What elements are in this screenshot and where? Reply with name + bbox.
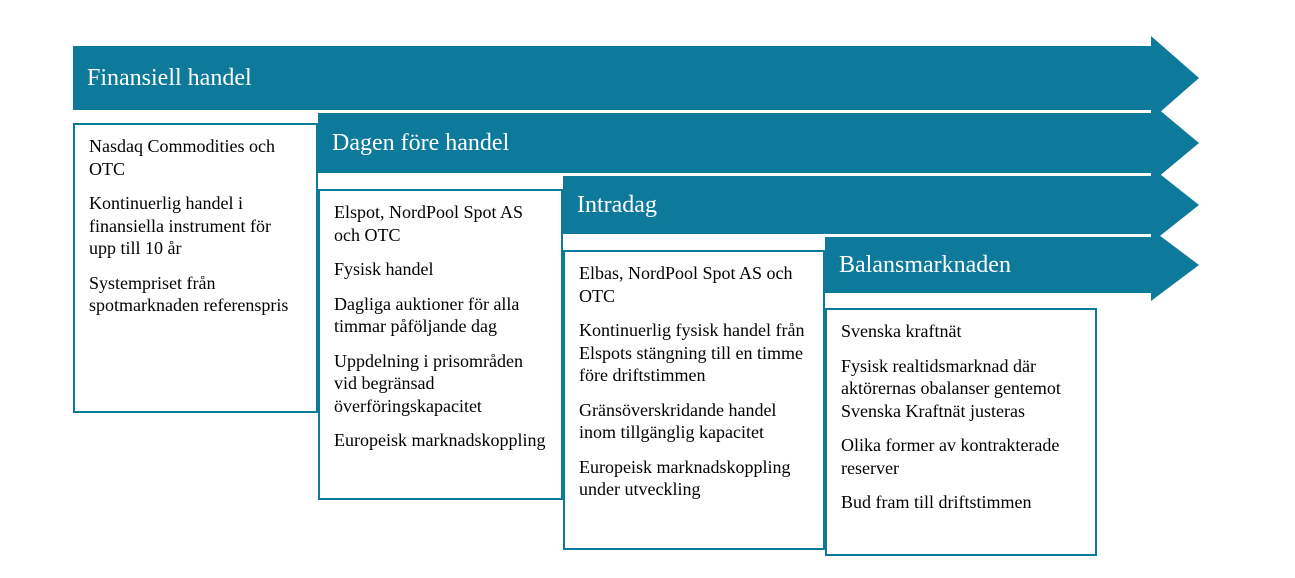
stage-item: Elbas, NordPool Spot AS och OTC bbox=[579, 262, 809, 307]
stage-header-dagen-fore-handel: Dagen före handel bbox=[318, 113, 1151, 173]
stage-title: Dagen före handel bbox=[332, 130, 509, 156]
market-stages-diagram: Finansiell handel Nasdaq Commodities och … bbox=[0, 0, 1295, 578]
stage-item-list: Elspot, NordPool Spot AS och OTC Fysisk h… bbox=[334, 201, 547, 452]
stage-item-list: Elbas, NordPool Spot AS och OTC Kontinuer… bbox=[579, 262, 809, 501]
stage-content-dagen-fore-handel: Elspot, NordPool Spot AS och OTC Fysisk h… bbox=[318, 189, 563, 500]
stage-content-intradag: Elbas, NordPool Spot AS och OTC Kontinuer… bbox=[563, 250, 825, 550]
stage-item: Fysisk realtidsmarknad där aktörernas ob… bbox=[841, 355, 1081, 423]
stage-header-balansmarknaden: Balansmarknaden bbox=[825, 237, 1151, 293]
stage-item-list: Svenska kraftnät Fysisk realtidsmarknad d… bbox=[841, 320, 1081, 514]
stage-item: Olika former av kontrakterade reserver bbox=[841, 434, 1081, 479]
stage-header-finansiell-handel: Finansiell handel bbox=[73, 46, 1151, 110]
stage-item: Svenska kraftnät bbox=[841, 320, 1081, 343]
stage-item: Fysisk handel bbox=[334, 258, 547, 281]
stage-item: Europeisk marknadskoppling bbox=[334, 429, 547, 452]
stage-content-balansmarknaden: Svenska kraftnät Fysisk realtidsmarknad d… bbox=[825, 308, 1097, 556]
stage-content-finansiell-handel: Nasdaq Commodities och OTC Kontinuerlig h… bbox=[73, 123, 318, 413]
stage-item: Kontinuerlig handel i finansiella instru… bbox=[89, 192, 302, 260]
stage-item: Systempriset från spotmarknaden referens… bbox=[89, 272, 302, 317]
stage-item: Kontinuerlig fysisk handel från Elspots … bbox=[579, 319, 809, 387]
stage-item: Gränsöverskridande handel inom tillgängl… bbox=[579, 399, 809, 444]
stage-item: Bud fram till driftstimmen bbox=[841, 491, 1081, 514]
stage-item-list: Nasdaq Commodities och OTC Kontinuerlig h… bbox=[89, 135, 302, 317]
stage-title: Balansmarknaden bbox=[839, 252, 1011, 278]
stage-item: Nasdaq Commodities och OTC bbox=[89, 135, 302, 180]
stage-title: Intradag bbox=[577, 192, 657, 218]
stage-header-intradag: Intradag bbox=[563, 176, 1151, 234]
stage-title: Finansiell handel bbox=[87, 65, 252, 91]
stage-item: Elspot, NordPool Spot AS och OTC bbox=[334, 201, 547, 246]
stage-item: Dagliga auktioner för alla timmar påfölj… bbox=[334, 293, 547, 338]
stage-item: Uppdelning i prisområden vid begränsad ö… bbox=[334, 350, 547, 418]
arrow-head-icon bbox=[1151, 229, 1199, 301]
stage-item: Europeisk marknads­koppling under utveck… bbox=[579, 456, 809, 501]
